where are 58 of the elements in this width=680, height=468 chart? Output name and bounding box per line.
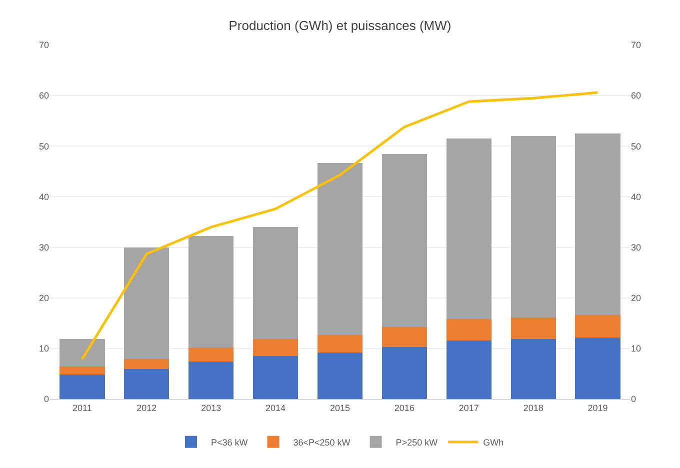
y-tick-label: 10 — [38, 344, 49, 354]
y-tick-label: 0 — [44, 394, 49, 404]
legend-label: 36<P<250 kW — [293, 437, 351, 448]
y2-tick-label: 30 — [631, 242, 642, 252]
bar — [575, 134, 620, 316]
x-tick-label: 2018 — [523, 402, 544, 413]
bar — [188, 236, 234, 348]
bar — [317, 334, 363, 352]
bar — [382, 346, 427, 399]
bar — [124, 247, 170, 360]
bar — [317, 162, 363, 335]
legend-label: P<36 kW — [211, 437, 248, 448]
x-tick-label: 2016 — [394, 402, 414, 413]
bar — [446, 340, 492, 399]
bar — [124, 369, 170, 399]
x-tick-label: 2012 — [136, 402, 157, 413]
y2-tick-label: 40 — [631, 192, 642, 202]
bar — [253, 227, 298, 339]
bar — [382, 327, 427, 347]
bar — [575, 337, 620, 399]
bar — [317, 352, 363, 399]
y2-tick-label: 10 — [631, 344, 642, 354]
bar — [60, 374, 105, 399]
y2-tick-label: 50 — [631, 141, 642, 152]
y2-tick-label: 20 — [631, 293, 642, 304]
x-tick-label: 2017 — [458, 402, 479, 413]
y-tick-label: 20 — [38, 293, 49, 304]
legend-label: GWh — [483, 437, 504, 448]
x-tick-label: 2013 — [201, 402, 222, 413]
y-tick-label: 60 — [38, 90, 49, 101]
x-tick-label: 2011 — [72, 402, 92, 413]
chart-title: Production (GWh) et puissances (MW) — [228, 18, 452, 34]
y-tick-label: 40 — [38, 192, 49, 202]
x-tick-label: 2019 — [588, 402, 608, 413]
bar — [446, 138, 492, 320]
x-tick-label: 2015 — [330, 402, 350, 413]
x-tick-label: 2014 — [266, 402, 286, 413]
bar — [188, 347, 234, 362]
bar — [446, 319, 492, 340]
y2-tick-label: 60 — [631, 90, 642, 101]
y-tick-label: 50 — [38, 141, 49, 152]
bar — [253, 356, 298, 399]
bar — [575, 315, 620, 338]
legend-label: P>250 kW — [396, 437, 438, 448]
bar — [60, 338, 105, 367]
bar — [510, 338, 556, 399]
bar — [188, 362, 234, 399]
line-series — [80, 91, 600, 360]
y-tick-label: 30 — [38, 242, 49, 252]
bar — [510, 136, 556, 318]
bar — [382, 154, 427, 328]
bar — [253, 338, 298, 356]
bar — [510, 318, 556, 339]
y2-tick-label: 70 — [631, 40, 642, 50]
bar — [60, 366, 105, 375]
y-tick-label: 70 — [38, 40, 49, 50]
bar — [124, 359, 170, 370]
y2-tick-label: 0 — [631, 394, 636, 404]
